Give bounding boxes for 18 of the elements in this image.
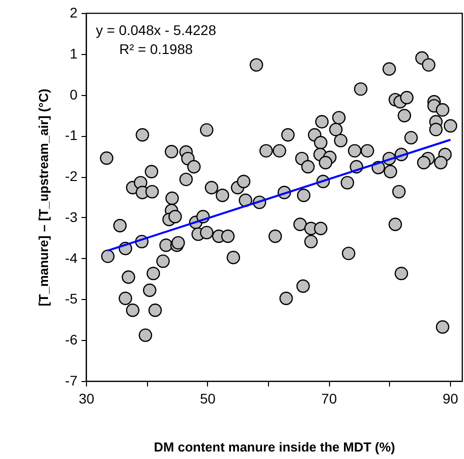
y-tick-label: -5 (65, 290, 78, 307)
y-tick-label: -3 (65, 208, 78, 225)
y-axis-title: [T_manure] – [T_upstream_air] (°C) (36, 88, 52, 306)
y-tick-label: -4 (65, 250, 78, 266)
x-axis-title: DM content manure inside the MDT (%) (154, 440, 396, 454)
y-tick-label: 2 (70, 4, 78, 20)
x-tick-label: 70 (321, 390, 338, 406)
y-tick-label: -6 (65, 332, 78, 348)
annotation: y = 0.048x - 5.4228 (96, 22, 216, 38)
y-tick-label: -7 (65, 372, 78, 388)
y-tick-label: 1 (70, 45, 78, 62)
y-tick-label: -2 (65, 168, 78, 184)
x-tick-label: 30 (78, 390, 94, 406)
x-tick-label: 90 (442, 390, 458, 406)
annotation: R² = 0.1988 (119, 41, 193, 57)
y-tick-label: 0 (70, 86, 78, 102)
x-tick-label: 50 (200, 390, 216, 406)
y-tick-label: -1 (65, 127, 78, 144)
